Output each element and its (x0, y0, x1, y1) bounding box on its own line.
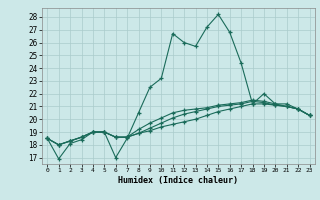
X-axis label: Humidex (Indice chaleur): Humidex (Indice chaleur) (118, 176, 238, 185)
